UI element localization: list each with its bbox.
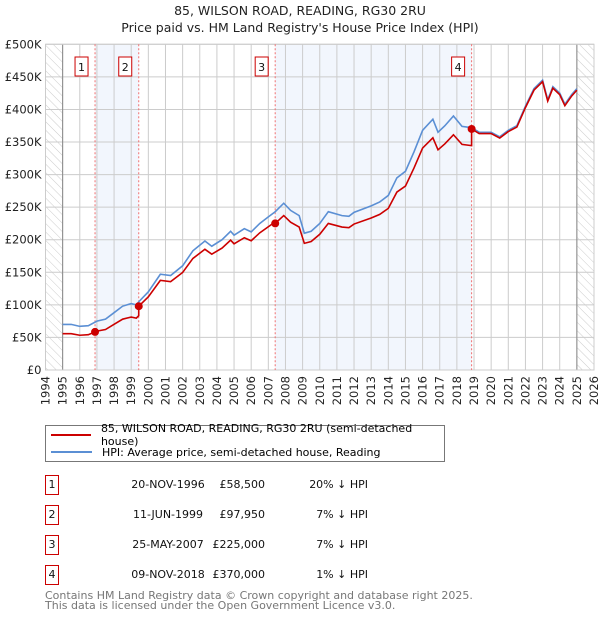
sale-point	[271, 219, 280, 228]
x-tick-label: 2011	[330, 376, 344, 405]
x-tick-label: 2026	[587, 376, 600, 405]
chart-subtitle: Price paid vs. HM Land Registry's House …	[121, 20, 479, 35]
hpi-difference: 20% ↓ HPI	[309, 478, 368, 491]
x-tick-label: 1995	[56, 376, 70, 405]
x-tick-label: 2010	[313, 376, 327, 405]
x-tick-label: 2016	[416, 376, 430, 405]
x-tick-label: 2019	[467, 376, 481, 405]
y-tick-label: £400K	[5, 102, 42, 116]
y-tick-label: £350K	[5, 135, 42, 149]
sale-price: £370,000	[212, 568, 266, 581]
y-tick-label: £150K	[5, 265, 42, 279]
sale-point	[91, 327, 100, 336]
sale-point	[467, 124, 476, 133]
footer-licence: This data is licensed under the Open Gov…	[45, 599, 396, 612]
x-tick-label: 2015	[398, 376, 412, 405]
sale-marker-badge	[118, 56, 133, 77]
sale-date: 09-NOV-2018	[131, 568, 205, 581]
chart-title: 85, WILSON ROAD, READING, RG30 2RU	[174, 3, 426, 18]
legend-swatch-red	[51, 434, 91, 436]
sale-marker-label: 3	[258, 61, 265, 74]
sale-marker-badge: 3	[45, 535, 59, 555]
hpi-line	[62, 78, 578, 328]
legend: 85, WILSON ROAD, READING, RG30 2RU (semi…	[45, 422, 445, 462]
sale-marker-badge: 2	[45, 505, 59, 525]
x-tick-label: 2022	[518, 376, 532, 405]
x-tick-label: 2008	[278, 376, 292, 405]
transaction-row: 2 11-JUN-1999 £97,950 7% ↓ HPI	[45, 505, 445, 527]
sale-marker-label: 4	[455, 61, 462, 74]
transaction-row: 3 25-MAY-2007 £225,000 7% ↓ HPI	[45, 535, 445, 557]
legend-label: HPI: Average price, semi-detached house,…	[102, 445, 381, 459]
sale-marker-badge: 4	[45, 565, 59, 585]
y-tick-label: £250K	[5, 200, 42, 214]
x-tick-label: 2021	[501, 376, 515, 405]
x-tick-label: 2006	[244, 376, 258, 405]
legend-item-hpi: HPI: Average price, semi-detached house,…	[51, 444, 381, 460]
footer-copyright: Contains HM Land Registry data © Crown c…	[45, 589, 473, 602]
sale-price: £97,950	[219, 508, 266, 521]
x-tick-label: 2002	[176, 376, 190, 405]
price-chart: 1994 1995 1996 1997 1998 1999 2000 2001 2002 2003…	[5, 37, 600, 405]
plot-border	[45, 43, 595, 371]
x-tick-label: 2024	[553, 376, 567, 405]
x-tick-label: 2012	[347, 376, 361, 405]
legend-swatch-blue	[51, 451, 92, 453]
sale-date: 11-JUN-1999	[132, 508, 204, 521]
sale-date: 20-NOV-1996	[131, 478, 205, 491]
transaction-row: 4 09-NOV-2018 £370,000 1% ↓ HPI	[45, 565, 445, 587]
y-tick-label: £100K	[5, 298, 42, 312]
y-tick-label: £0	[27, 363, 42, 377]
sale-price: £58,500	[219, 478, 266, 491]
x-tick-label: 2005	[227, 376, 241, 405]
sale-marker-label: 1	[78, 61, 85, 74]
x-tick-label: 2000	[141, 376, 155, 405]
x-tick-label: 2007	[261, 376, 275, 405]
x-tick-label: 2018	[450, 376, 464, 405]
y-tick-label: £450K	[5, 70, 42, 84]
price-paid-line	[62, 80, 578, 337]
x-tick-label: 1994	[39, 376, 53, 405]
x-tick-label: 2003	[193, 376, 207, 405]
sale-marker-badge	[254, 56, 269, 77]
hpi-difference: 7% ↓ HPI	[316, 508, 368, 521]
sale-marker-badge	[451, 56, 466, 77]
x-tick-label: 2025	[570, 376, 584, 405]
x-tick-label: 1998	[107, 376, 121, 405]
sale-price: £225,000	[212, 538, 266, 551]
hpi-difference: 7% ↓ HPI	[316, 538, 368, 551]
sale-marker-label: 2	[122, 61, 129, 74]
x-tick-label: 2020	[484, 376, 498, 405]
y-tick-label: £300K	[5, 168, 42, 182]
hpi-difference: 1% ↓ HPI	[316, 568, 368, 581]
sale-date: 25-MAY-2007	[132, 538, 204, 551]
x-tick-label: 2014	[381, 376, 395, 405]
x-tick-label: 2017	[433, 376, 447, 405]
x-tick-label: 2013	[364, 376, 378, 405]
sale-point	[134, 302, 143, 311]
y-tick-label: £500K	[5, 37, 42, 51]
x-tick-label: 2023	[536, 376, 550, 405]
sale-marker-badge	[74, 56, 89, 77]
legend-label: 85, WILSON ROAD, READING, RG30 2RU (semi…	[100, 422, 413, 448]
x-tick-label: 1999	[124, 376, 138, 405]
y-tick-label: £200K	[5, 233, 42, 247]
x-tick-label: 1996	[73, 376, 87, 405]
legend-item-property: 85, WILSON ROAD, READING, RG30 2RU (semi…	[51, 422, 444, 448]
x-tick-label: 2004	[210, 376, 224, 405]
x-tick-label: 2001	[158, 376, 172, 405]
x-tick-label: 2009	[296, 376, 310, 405]
y-tick-label: £50K	[12, 330, 42, 344]
transaction-row: 1 20-NOV-1996 £58,500 20% ↓ HPI	[45, 475, 445, 497]
x-tick-label: 1997	[90, 376, 104, 405]
sale-marker-badge: 1	[45, 475, 59, 495]
